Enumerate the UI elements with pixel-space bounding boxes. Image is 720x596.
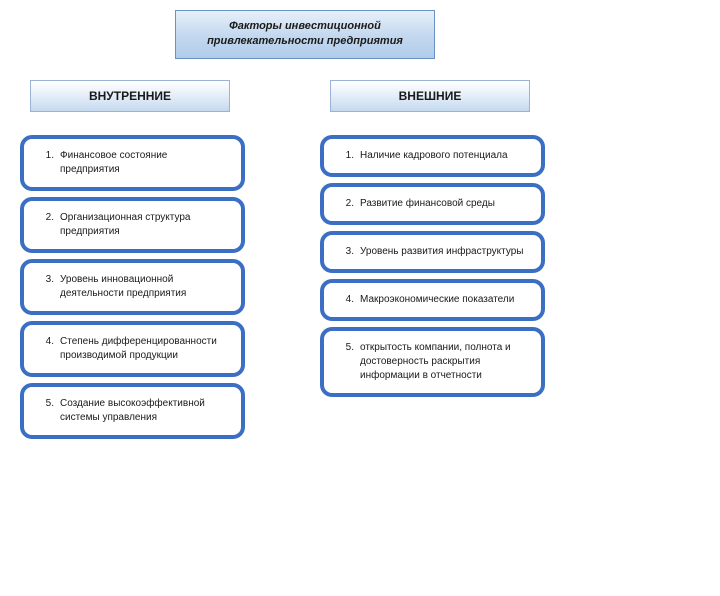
list-item: 2.Развитие финансовой среды [320,183,545,225]
item-text: Уровень развития инфраструктуры [360,245,529,259]
left-column-header: ВНУТРЕННИЕ [30,80,230,112]
item-number: 5. [332,341,360,355]
list-item: 5.Создание высокоэффективной системы упр… [20,383,245,439]
item-text: Уровень инновационной деятельности предп… [60,273,229,301]
item-number: 4. [32,335,60,349]
list-item: 1.Наличие кадрового потенциала [320,135,545,177]
item-number: 4. [332,293,360,307]
item-number: 1. [32,149,60,163]
list-item: 4.Макроэкономические показатели [320,279,545,321]
item-text: Финансовое состояние предприятия [60,149,229,177]
item-number: 2. [332,197,360,211]
list-item: 4.Степень дифференцированности производи… [20,321,245,377]
right-column: 1.Наличие кадрового потенциала 2.Развити… [320,135,545,397]
item-number: 3. [332,245,360,259]
item-text: Наличие кадрового потенциала [360,149,529,163]
right-column-header: ВНЕШНИЕ [330,80,530,112]
item-text: Макроэкономические показатели [360,293,529,307]
item-number: 2. [32,211,60,225]
list-item: 1.Финансовое состояние предприятия [20,135,245,191]
list-item: 5.открытость компании, полнота и достове… [320,327,545,397]
item-text: Организационная структура предприятия [60,211,229,239]
item-text: Развитие финансовой среды [360,197,529,211]
item-text: Степень дифференцированности производимо… [60,335,229,363]
list-item: 2.Организационная структура предприятия [20,197,245,253]
left-column: 1.Финансовое состояние предприятия 2.Орг… [20,135,245,439]
item-text: открытость компании, полнота и достоверн… [360,341,529,383]
item-number: 3. [32,273,60,287]
list-item: 3.Уровень развития инфраструктуры [320,231,545,273]
item-number: 1. [332,149,360,163]
item-text: Создание высокоэффективной системы управ… [60,397,229,425]
diagram-title: Факторы инвестиционной привлекательности… [175,10,435,59]
list-item: 3.Уровень инновационной деятельности пре… [20,259,245,315]
item-number: 5. [32,397,60,411]
